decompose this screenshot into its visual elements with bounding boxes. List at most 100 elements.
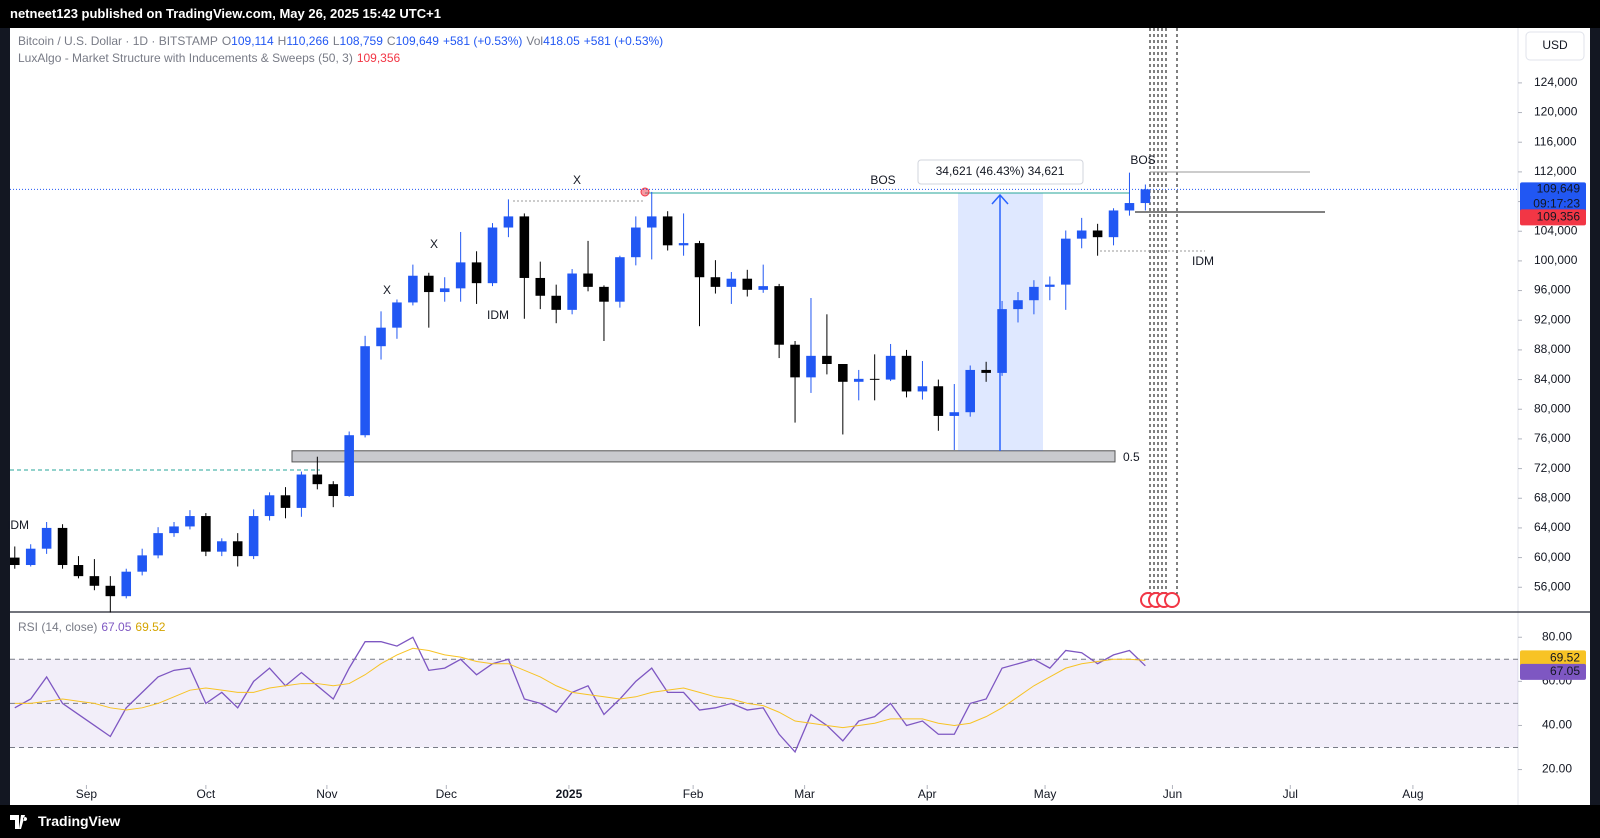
candle-body [344, 435, 354, 497]
y-tick-label: 64,000 [1534, 520, 1571, 534]
annotation: X [383, 283, 391, 297]
measure-arrowhead [991, 193, 1009, 205]
currency-button[interactable] [1525, 31, 1585, 61]
candle-body [774, 286, 784, 345]
candle-body [933, 386, 944, 416]
price-tag-box [1520, 182, 1586, 213]
rsi-tag: 67.05 [1550, 664, 1580, 678]
candle-body [901, 355, 912, 392]
candle-body [535, 277, 546, 296]
footer-brand: TradingView [38, 813, 121, 829]
ohlc-item: L108,759 [333, 34, 383, 48]
candle-body [137, 555, 147, 572]
candle-body [169, 526, 179, 534]
x-tick-label: Apr [918, 787, 937, 801]
indicator-tag: 109,356 [1537, 210, 1581, 224]
candle-body [360, 346, 370, 436]
logo [10, 814, 28, 829]
candle-body [758, 286, 768, 290]
candle-body [153, 533, 163, 556]
annotation: X [573, 173, 581, 187]
x-tick-label: Dec [436, 787, 457, 801]
candle-body [694, 243, 705, 278]
candle-body [455, 262, 466, 289]
rsi-y-tick-label: 80.00 [1542, 629, 1572, 643]
candle-body [105, 585, 116, 597]
candle-body [185, 516, 195, 527]
indicator-value: 109,356 [356, 51, 401, 65]
ohlc-item: O109,114 [222, 34, 274, 48]
y-tick-label: 56,000 [1534, 579, 1571, 593]
candle-body [615, 257, 625, 302]
x-tick-label: Sep [76, 787, 98, 801]
y-tick-label: 124,000 [1534, 75, 1578, 89]
candle-body [822, 355, 832, 365]
candle-body [376, 327, 386, 347]
candle-body [1076, 230, 1087, 239]
candle-body [790, 344, 800, 378]
annotation: BOS [1130, 153, 1155, 167]
vol-value: 418.05 [543, 34, 580, 48]
candle-body [10, 557, 20, 566]
ohlc-value: 110,266 [286, 34, 329, 48]
candle-body [1140, 189, 1151, 204]
price-tag: 109,649 [1537, 182, 1581, 196]
candle-body [328, 484, 339, 497]
candle-body [599, 286, 609, 302]
y-tick-label: 116,000 [1534, 134, 1577, 148]
candle-body [439, 288, 450, 293]
ohlc-value: 109,114 [231, 34, 274, 48]
x-tick-label: Feb [683, 787, 704, 801]
candle-body [503, 216, 514, 228]
x-tick-label: May [1034, 787, 1057, 801]
candle-body [408, 275, 418, 303]
candle-body [1045, 284, 1055, 287]
x-tick-label: Nov [316, 787, 337, 801]
candle-body [583, 273, 593, 287]
candle-body [57, 527, 68, 566]
candle-body [838, 364, 848, 382]
candle-body [121, 571, 132, 597]
ohlc-item: C109,649 [387, 34, 439, 48]
rsi-y-tick-label: 20.00 [1542, 762, 1572, 776]
rsi-band [10, 659, 1518, 748]
y-tick-label: 112,000 [1534, 164, 1577, 178]
candle-body [519, 216, 530, 278]
ohlc-key: C [386, 34, 396, 48]
vol-change: +581 (+0.53%) [583, 34, 664, 48]
candle-body [1060, 238, 1071, 285]
candle-body [89, 576, 100, 586]
annotation: IDM [7, 518, 29, 532]
x-tick-label: Mar [794, 787, 815, 801]
candle-body [25, 548, 36, 566]
x-tick-label: Oct [197, 787, 216, 801]
y-tick-label: 100,000 [1534, 253, 1578, 267]
candle-body [742, 278, 753, 290]
candle-body [1029, 286, 1039, 301]
ohlc-key: O [221, 34, 232, 48]
rsi-ma-tag-box [1520, 650, 1586, 667]
candle-body [631, 227, 641, 258]
y-tick-label: 84,000 [1534, 372, 1571, 386]
candle-body [232, 541, 243, 557]
candle-body [41, 527, 52, 549]
candle-body [678, 243, 689, 246]
event-icon[interactable] [1164, 592, 1180, 608]
chart-frame [10, 28, 1590, 805]
x-tick-label: Jul [1283, 787, 1298, 801]
candle-body [1108, 210, 1119, 238]
event-icons [1140, 592, 1180, 608]
x-tick-label: 2025 [556, 787, 583, 801]
indicator-title: LuxAlgo - Market Structure with Induceme… [18, 51, 353, 65]
candle-body [248, 516, 259, 557]
candle-body [726, 278, 737, 287]
y-tick-label: 72,000 [1534, 461, 1571, 475]
candle-body [487, 227, 498, 284]
candle-body [965, 369, 975, 413]
measure-label-box [917, 159, 1084, 185]
annotation: 0.5 [1123, 450, 1140, 464]
y-tick-label: 60,000 [1534, 550, 1571, 564]
candle-body [662, 216, 673, 246]
